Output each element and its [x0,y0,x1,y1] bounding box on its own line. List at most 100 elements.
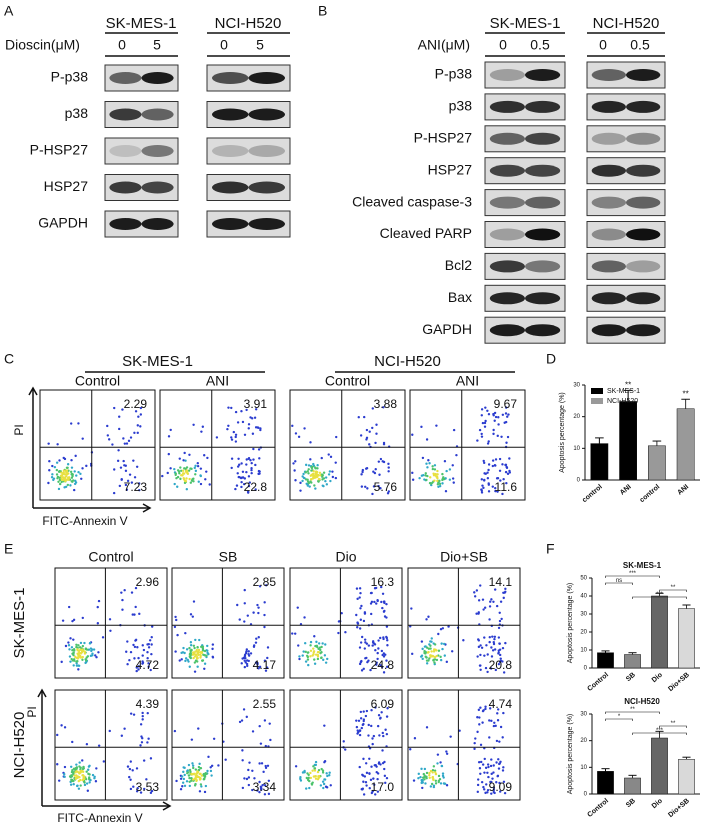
flow-event [182,472,186,475]
flow-event [71,619,74,623]
flow-event [297,435,301,439]
flow-event [433,643,437,646]
flow-event [79,784,82,787]
flow-event [64,644,68,648]
flow-event [189,641,193,644]
flow-event [238,618,241,621]
flow-event [385,776,389,780]
flow-plot-frame [39,389,156,501]
flow-event [262,770,265,774]
flow-event [130,591,134,594]
y-tick-label: 10 [580,648,587,654]
x-tick-label: SB [625,798,637,810]
flow-event [432,650,436,653]
flow-event [367,723,370,727]
flow-event [71,768,74,772]
legend-label: SK-MES-1 [607,388,640,395]
flow-event [307,472,310,475]
flow-event [437,779,441,782]
flow-event [381,592,385,596]
flow-event [67,644,71,647]
flow-event [382,406,385,409]
flow-event [243,620,246,623]
flow-event [70,473,73,476]
flow-event [475,589,479,592]
flow-event [316,467,319,470]
flow-event [53,465,57,469]
flow-event [500,435,503,439]
flow-event [81,767,85,771]
y-axis-title: Apoptosis percentage (%) [559,392,566,473]
flow-event [174,473,177,477]
flow-event [245,648,249,651]
flow-event [313,474,316,477]
flow-event [257,448,261,451]
flow-event [134,639,137,642]
flow-event [240,485,243,489]
flow-event [232,430,236,434]
blot-band [525,132,561,145]
blot-band [489,69,525,81]
flow-event [380,585,383,589]
flow-event [445,752,449,756]
flow-event [265,666,269,669]
flow-event [173,729,177,733]
flow-event [502,591,505,595]
flow-event [421,657,424,661]
cell-line-label: NCI-H520 [11,712,28,779]
flow-event [137,415,140,418]
flow-event [322,786,325,790]
dose-label: 0 [499,37,507,53]
flow-event [386,707,389,710]
flow-event [133,476,137,479]
flow-event [150,636,153,639]
flow-event [75,763,78,766]
flow-event [184,459,187,462]
flow-event [312,765,315,768]
flow-event [429,769,433,773]
flow-event [81,658,84,661]
flow-event [365,709,369,713]
flow-event [133,431,136,435]
flow-event [356,732,359,735]
flow-event [78,761,81,764]
protein-label: Bax [448,289,472,305]
flow-event [476,783,480,787]
flow-event [198,772,201,776]
flow-event [314,777,318,780]
axis-title: PI [12,424,26,435]
flow-event [96,622,100,625]
flow-event [334,461,337,464]
dose-label: 5 [256,37,264,53]
flow-event [243,654,247,658]
flow-event [316,657,320,661]
flow-event [315,640,318,644]
flow-event [178,659,181,662]
flow-event [78,652,82,655]
flow-event [135,790,139,793]
flow-event [373,600,376,604]
flow-event [247,423,251,426]
flow-event [504,470,508,474]
blot-band [248,145,286,157]
y-axis-title: Apoptosis percentage (%) [567,714,574,795]
flow-event [479,584,482,587]
flow-event [498,740,501,743]
flow-event [81,644,85,648]
flow-event [209,766,212,769]
flow-event [451,464,454,467]
flow-event [161,474,164,478]
flow-event [234,440,238,443]
flow-event [323,778,326,781]
flow-event [92,648,96,651]
flow-event [329,479,332,483]
protein-label: GAPDH [38,215,88,231]
flow-event [384,781,387,785]
flow-event [493,411,497,415]
flow-event [85,742,89,746]
flow-event [96,605,99,609]
flow-event [254,661,258,664]
flow-event [448,468,452,471]
flow-event [425,775,428,778]
blot-strip [586,125,666,153]
